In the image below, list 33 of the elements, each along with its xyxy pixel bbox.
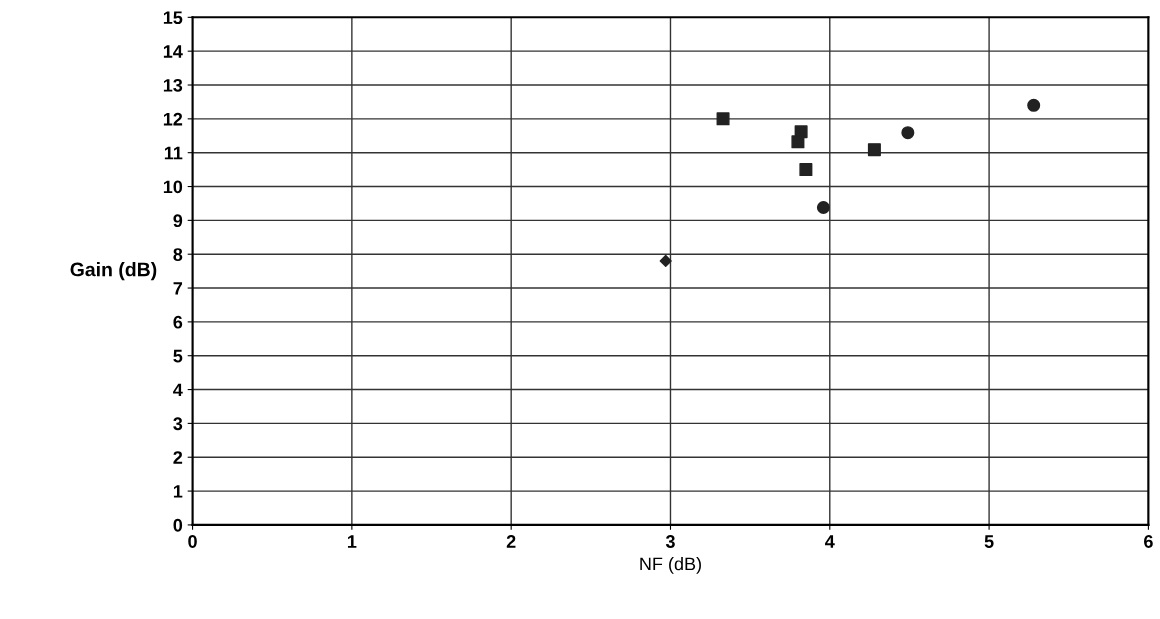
point (1027, 98, 1041, 112)
y-tick-label: 4 (173, 383, 183, 397)
point (901, 126, 915, 140)
x-tick-label: 6 (1144, 535, 1153, 548)
point (716, 112, 730, 126)
x-tick-label: 1 (347, 535, 357, 548)
x-axis-title: NF (dB) (640, 557, 701, 574)
x-tick-label: 4 (825, 535, 835, 548)
point (816, 201, 830, 215)
y-tick-label: 10 (163, 180, 183, 194)
y-tick-label: 11 (164, 146, 183, 160)
x-tick-label: 2 (506, 535, 516, 548)
x-tick-label: 5 (984, 535, 994, 548)
y-tick-label: 2 (173, 451, 183, 464)
x-tick-label: 0 (188, 535, 197, 548)
y-tick-label: 13 (163, 78, 183, 92)
y-tick-label: 9 (173, 214, 183, 228)
point (659, 254, 672, 268)
point (791, 135, 805, 149)
y-tick-label: 12 (163, 112, 183, 126)
y-axis-title: Gain (dB) (70, 262, 157, 281)
y-tick-label: 15 (163, 11, 183, 25)
point (799, 163, 813, 177)
y-tick-label: 3 (173, 417, 183, 431)
y-tick-label: 5 (173, 349, 183, 363)
point (867, 143, 881, 157)
x-tick-label: 3 (665, 535, 675, 548)
y-tick-label: 8 (173, 248, 183, 261)
y-tick-label: 7 (173, 282, 183, 295)
y-tick-label: 6 (173, 315, 183, 329)
y-tick-label: 14 (163, 45, 183, 58)
y-tick-label: 0 (173, 518, 183, 532)
y-tick-label: 1 (173, 485, 183, 498)
